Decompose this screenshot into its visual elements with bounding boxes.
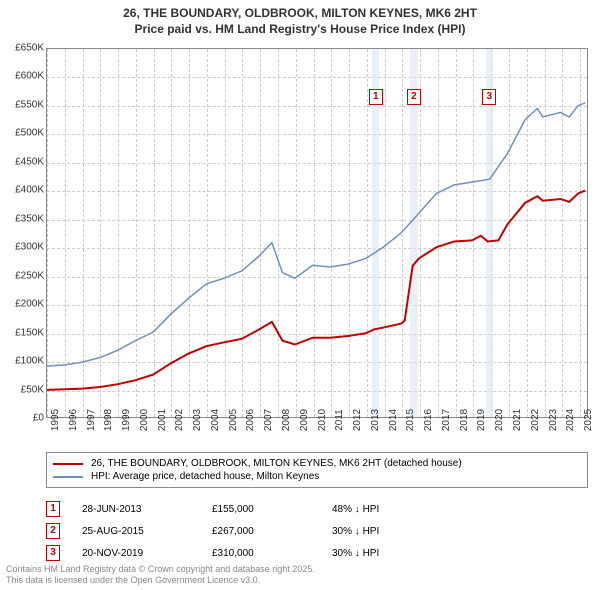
xtick-label: 1998 <box>103 409 114 431</box>
xtick-label: 2014 <box>388 409 399 431</box>
xtick-label: 2022 <box>530 409 541 431</box>
xtick-label: 2017 <box>441 409 452 431</box>
ytick-label: £350K <box>4 213 44 224</box>
attribution-line2: This data is licensed under the Open Gov… <box>6 575 315 586</box>
sale-date: 28-JUN-2013 <box>82 504 212 515</box>
ytick-label: £150K <box>4 327 44 338</box>
xtick-label: 2002 <box>174 409 185 431</box>
series-svg <box>47 49 587 417</box>
chart-title: 26, THE BOUNDARY, OLDBROOK, MILTON KEYNE… <box>0 0 600 37</box>
sale-row-marker: 2 <box>46 523 60 539</box>
xtick-label: 1995 <box>50 409 61 431</box>
sale-date: 20-NOV-2019 <box>82 548 212 559</box>
ytick-label: £550K <box>4 99 44 110</box>
chart-container: 26, THE BOUNDARY, OLDBROOK, MILTON KEYNE… <box>0 0 600 590</box>
xtick-label: 2024 <box>565 409 576 431</box>
legend-swatch <box>53 476 83 478</box>
sale-marker-1: 1 <box>369 89 383 105</box>
xtick-label: 2000 <box>139 409 150 431</box>
ytick-label: £300K <box>4 242 44 253</box>
sale-marker-2: 2 <box>407 89 421 105</box>
attribution-line1: Contains HM Land Registry data © Crown c… <box>6 564 315 575</box>
ytick-label: £250K <box>4 270 44 281</box>
attribution: Contains HM Land Registry data © Crown c… <box>6 564 315 587</box>
sale-row-marker: 1 <box>46 501 60 517</box>
legend-label: 26, THE BOUNDARY, OLDBROOK, MILTON KEYNE… <box>91 458 462 469</box>
xtick-label: 2016 <box>423 409 434 431</box>
ytick-label: £200K <box>4 299 44 310</box>
series-hpi <box>47 103 585 366</box>
sale-price: £267,000 <box>212 526 332 537</box>
xtick-label: 2020 <box>494 409 505 431</box>
xtick-label: 2015 <box>405 409 416 431</box>
xtick-label: 2007 <box>263 409 274 431</box>
legend-swatch <box>53 463 83 465</box>
ytick-label: £500K <box>4 128 44 139</box>
legend: 26, THE BOUNDARY, OLDBROOK, MILTON KEYNE… <box>46 452 588 488</box>
xtick-label: 2003 <box>192 409 203 431</box>
sale-delta: 30% ↓ HPI <box>332 526 432 537</box>
sale-row: 1 28-JUN-2013£155,00048% ↓ HPI <box>46 498 432 520</box>
ytick-label: £400K <box>4 185 44 196</box>
sale-row-marker: 3 <box>46 545 60 561</box>
xtick-label: 1996 <box>68 409 79 431</box>
title-line1: 26, THE BOUNDARY, OLDBROOK, MILTON KEYNE… <box>0 6 600 22</box>
sale-delta: 30% ↓ HPI <box>332 548 432 559</box>
xtick-label: 2011 <box>334 409 345 431</box>
xtick-label: 2023 <box>548 409 559 431</box>
plot-area: 1 2 3 <box>46 48 588 418</box>
xtick-label: 2019 <box>476 409 487 431</box>
series-price_paid <box>47 191 585 390</box>
xtick-label: 2018 <box>459 409 470 431</box>
ytick-label: £100K <box>4 356 44 367</box>
ytick-label: £650K <box>4 43 44 54</box>
sales-table: 1 28-JUN-2013£155,00048% ↓ HPI 2 25-AUG-201… <box>46 498 432 564</box>
xtick-label: 2005 <box>228 409 239 431</box>
legend-row: 26, THE BOUNDARY, OLDBROOK, MILTON KEYNE… <box>53 457 581 470</box>
xtick-label: 2010 <box>317 409 328 431</box>
xtick-label: 2004 <box>210 409 221 431</box>
ytick-label: £450K <box>4 156 44 167</box>
sale-row: 2 25-AUG-2015£267,00030% ↓ HPI <box>46 520 432 542</box>
sale-price: £310,000 <box>212 548 332 559</box>
xtick-label: 2013 <box>370 409 381 431</box>
xtick-label: 2006 <box>245 409 256 431</box>
sale-date: 25-AUG-2015 <box>82 526 212 537</box>
ytick-label: £0 <box>4 413 44 424</box>
xtick-label: 2009 <box>299 409 310 431</box>
xtick-label: 2001 <box>157 409 168 431</box>
legend-label: HPI: Average price, detached house, Milt… <box>91 471 319 482</box>
sale-row: 3 20-NOV-2019£310,00030% ↓ HPI <box>46 542 432 564</box>
ytick-label: £600K <box>4 71 44 82</box>
xtick-label: 1997 <box>86 409 97 431</box>
xtick-label: 2021 <box>512 409 523 431</box>
sale-marker-3: 3 <box>482 89 496 105</box>
xtick-label: 2008 <box>281 409 292 431</box>
title-line2: Price paid vs. HM Land Registry's House … <box>0 22 600 38</box>
sale-price: £155,000 <box>212 504 332 515</box>
ytick-label: £50K <box>4 384 44 395</box>
sale-delta: 48% ↓ HPI <box>332 504 432 515</box>
xtick-label: 1999 <box>121 409 132 431</box>
xtick-label: 2012 <box>352 409 363 431</box>
legend-row: HPI: Average price, detached house, Milt… <box>53 470 581 483</box>
xtick-label: 2025 <box>583 409 594 431</box>
